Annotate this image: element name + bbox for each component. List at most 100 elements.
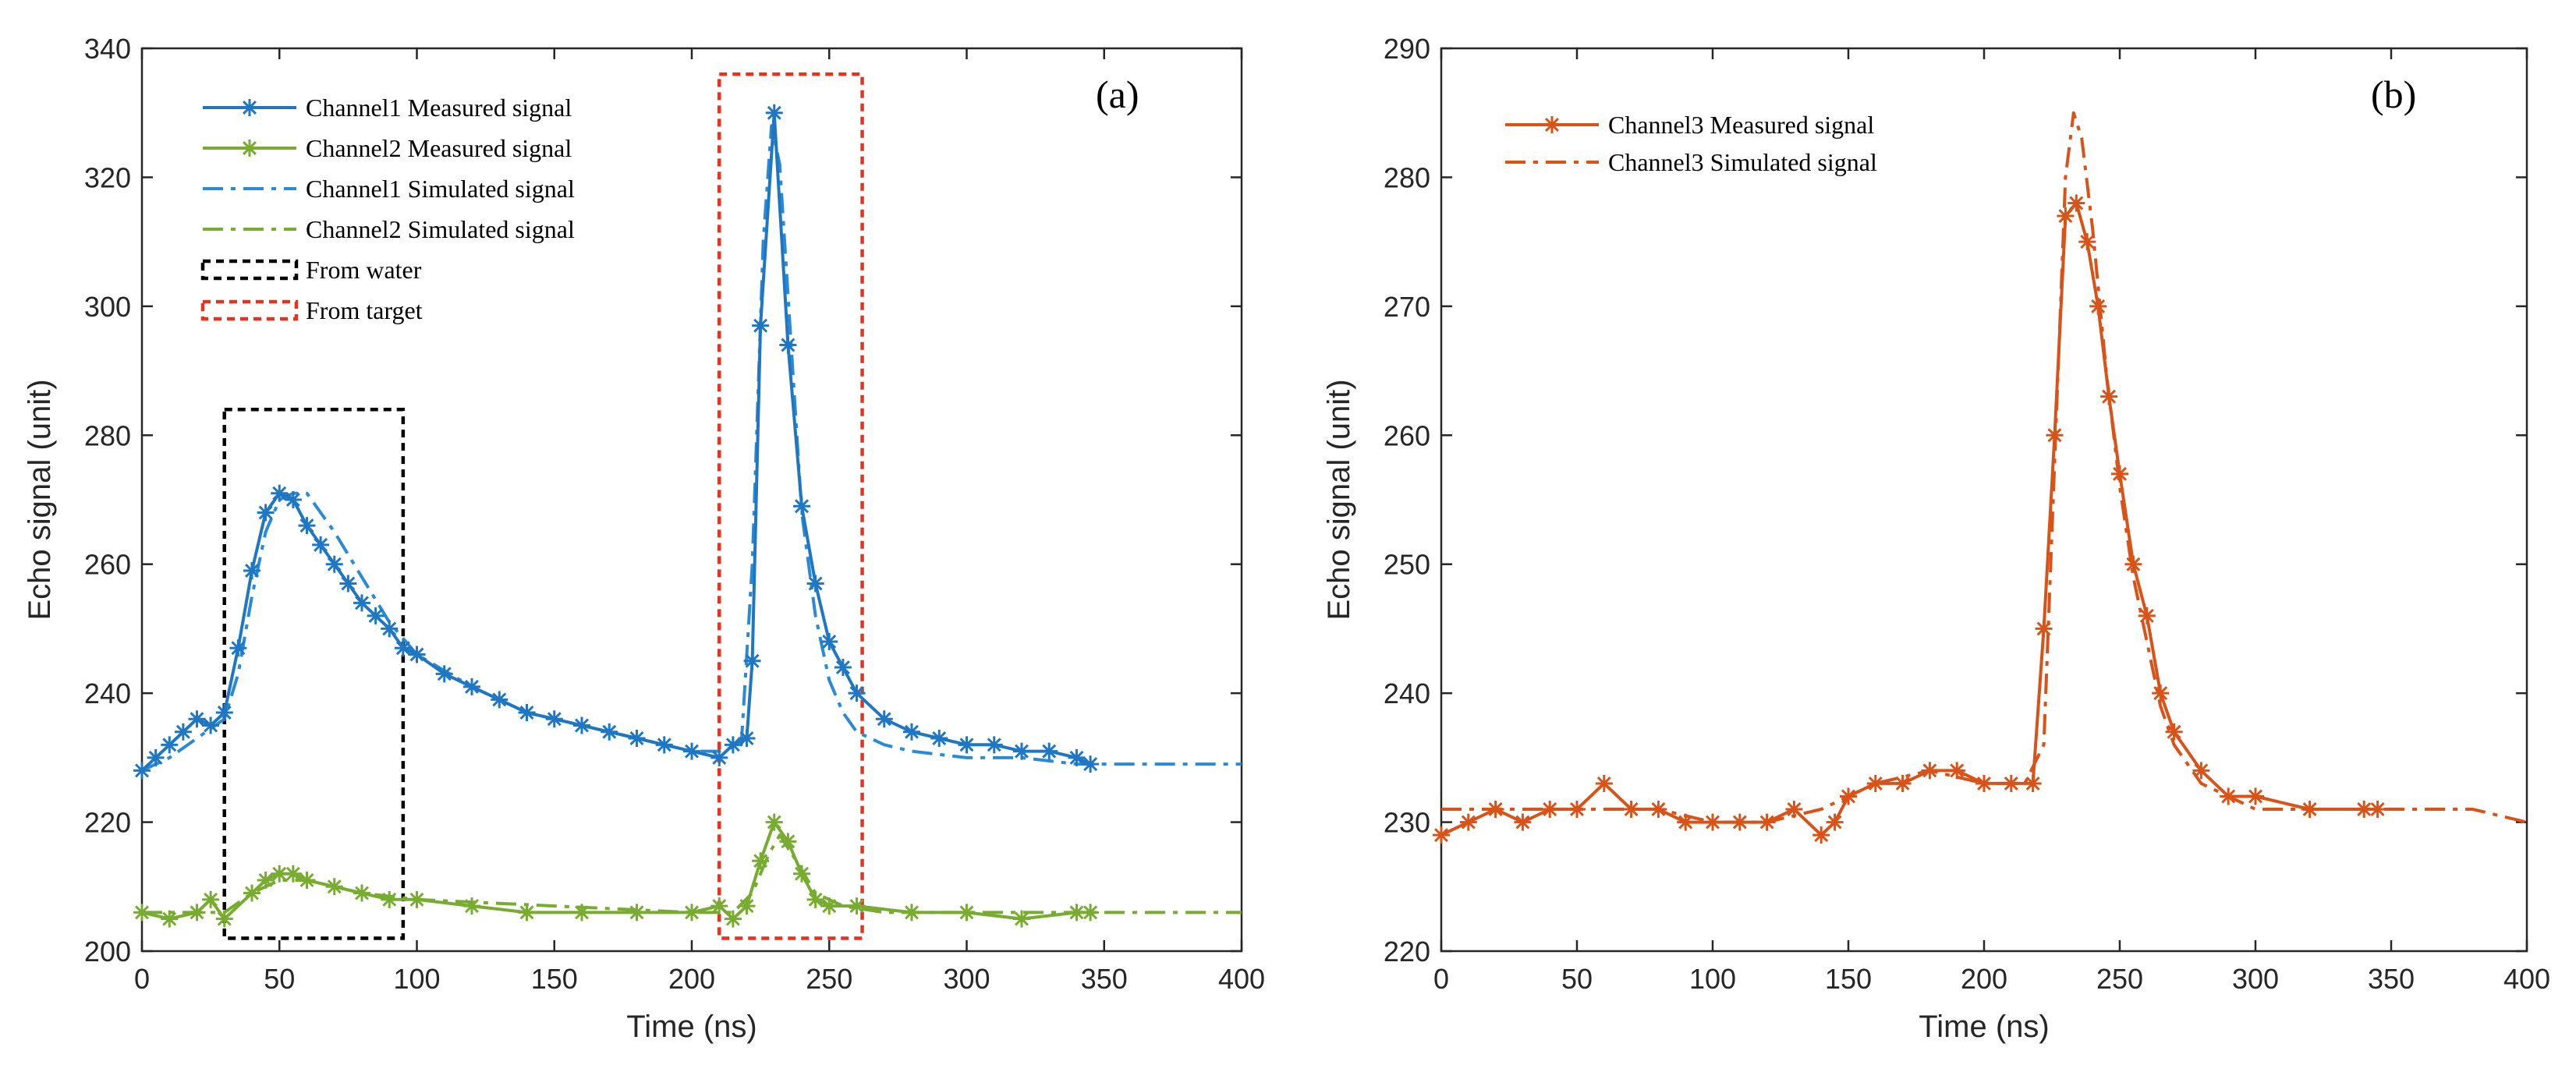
panel-a-series-line-0 xyxy=(140,111,1091,772)
panel-b-series-0-marker xyxy=(2089,297,2107,315)
panel-a-series-1-marker xyxy=(752,852,770,870)
panel-b-legend-label-0: Channel3 Measured signal xyxy=(1608,111,1874,139)
panel-b-x-tick-label: 250 xyxy=(2096,963,2143,995)
panel-b-series-0-marker xyxy=(1785,801,1803,819)
panel-b-series-0-marker xyxy=(2024,774,2042,792)
panel-a-series-1-marker xyxy=(188,904,206,922)
panel-b-y-tick-label: 270 xyxy=(1384,291,1430,323)
panel-a-series-1-marker xyxy=(325,878,343,896)
panel-a-series-1-marker xyxy=(903,904,920,922)
panel-a-series-1-marker xyxy=(284,865,302,883)
panel-a-y-axis-label: Echo signal (unit) xyxy=(23,379,57,620)
panel-a-legend-label-3: Channel2 Simulated signal xyxy=(306,215,575,243)
panel-a-series-0-marker xyxy=(1082,755,1100,773)
panel-a-series-0-marker xyxy=(683,742,700,760)
panel-b-x-tick-label: 100 xyxy=(1689,963,1736,995)
panel-b-series-0-marker xyxy=(2068,194,2085,212)
panel-b-series-0-marker xyxy=(2152,684,2170,702)
panel-a-x-axis-label: Time (ns) xyxy=(626,1010,757,1044)
panel-a-series-0-marker xyxy=(601,723,618,741)
panel-a-series-0-marker xyxy=(491,691,508,709)
panel-a-y-tick-label: 340 xyxy=(84,33,131,65)
panel-a-series-0-marker xyxy=(147,748,165,766)
panel-a-x-tick-label: 0 xyxy=(134,963,150,995)
panel-a-legend-label-5: From target xyxy=(306,296,423,324)
panel-a-series-0-marker xyxy=(848,684,866,702)
panel-a-series-0-marker xyxy=(298,517,316,535)
panel-b-series-0-marker xyxy=(2002,774,2020,792)
panel-a-x-tick-label: 350 xyxy=(1081,963,1128,995)
panel-a-series-0-marker xyxy=(903,723,920,741)
panel-a-series-1-marker xyxy=(215,910,233,928)
panel-a-legend-label-4: From water xyxy=(306,256,422,284)
panel-a-x-tick-label: 50 xyxy=(264,963,295,995)
panel-a-series-0-marker xyxy=(985,736,1003,754)
panel-a-series-1-marker xyxy=(202,890,220,908)
panel-a-series-0-marker xyxy=(1040,742,1058,760)
panel-a-series-0-marker xyxy=(161,736,179,754)
panel-b-series-0-marker xyxy=(2057,207,2075,225)
panel-a-series-0-marker xyxy=(188,710,206,728)
panel-a-series-0-marker xyxy=(215,703,233,721)
panel-b-x-tick-label: 0 xyxy=(1433,963,1449,995)
panel-a-legend-marker-1 xyxy=(241,140,258,157)
panel-b-series-0-marker xyxy=(1649,801,1667,819)
panel-b-series-0-marker xyxy=(2078,233,2096,251)
panel-b-series-0-marker xyxy=(2369,801,2386,819)
panel-b-series-0-marker xyxy=(2247,787,2264,805)
panel-a-series-line-3 xyxy=(142,833,1242,914)
panel-a-series-0-marker xyxy=(408,646,426,663)
panel-a-series-1-marker xyxy=(765,813,783,831)
panel-b-series-0-marker xyxy=(1568,801,1586,819)
panel-b-series-0-marker xyxy=(2138,607,2156,624)
panel-a-annotation-box-target xyxy=(718,72,864,940)
panel-b-y-tick-label: 290 xyxy=(1384,33,1430,65)
panel-a-series-1-marker xyxy=(271,865,289,883)
panel-a-series-1-marker xyxy=(298,872,316,890)
panel-a-series-0-marker xyxy=(738,730,756,748)
panel-a-legend-label-1: Channel2 Measured signal xyxy=(306,134,572,162)
panel-b-series-0-marker xyxy=(2355,801,2373,819)
panel-b-y-tick-label: 230 xyxy=(1384,807,1430,839)
panel-b-series-0-marker xyxy=(1826,813,1844,831)
panel-a-annotation-box-water xyxy=(222,407,406,940)
panel-b-label: (b) xyxy=(2371,73,2416,116)
panel-b-y-tick-label: 240 xyxy=(1384,677,1430,709)
panel-b-series-0-marker xyxy=(1866,774,1884,792)
panel-a-series-1-marker xyxy=(683,904,700,922)
panel-b-legend-marker-0 xyxy=(1543,116,1561,133)
panel-a-x-tick-label: 250 xyxy=(806,963,852,995)
panel-b-series-0-marker xyxy=(1433,826,1450,844)
panel-a-series-0-marker xyxy=(628,730,646,748)
panel-a-series-1-marker xyxy=(820,897,838,915)
panel-a-series-1-marker xyxy=(628,904,646,922)
panel-a-series-0-marker xyxy=(381,620,399,638)
panel-a-series-0-marker xyxy=(284,491,302,508)
panel-b-x-tick-label: 50 xyxy=(1561,963,1593,995)
panel-a-series-0-marker xyxy=(353,594,370,612)
panel-a-series-1-marker xyxy=(257,872,275,890)
panel-a-y-tick-label: 300 xyxy=(84,291,131,323)
panel-a-series-0-marker xyxy=(257,504,275,522)
panel-b-series-0-marker xyxy=(1921,762,1939,780)
panel-b-series-0-marker xyxy=(1459,813,1477,831)
panel-a-series-0-marker xyxy=(339,575,357,593)
panel-a-series-0-marker xyxy=(463,677,480,695)
panel-b-series-0-marker xyxy=(1514,813,1532,831)
panel-a-legend-label-2: Channel1 Simulated signal xyxy=(306,175,575,203)
panel-a-series-0-marker xyxy=(724,736,742,754)
panel-b-series-0-marker xyxy=(1486,801,1504,819)
panel-a-x-tick-label: 300 xyxy=(943,963,990,995)
panel-a-series-0-marker xyxy=(875,710,893,728)
panel-b-x-tick-label: 150 xyxy=(1825,963,1872,995)
panel-b-series-0-marker xyxy=(2165,723,2183,741)
panel-a-y-tick-label: 320 xyxy=(84,161,131,193)
panel-a-series-0-marker xyxy=(202,716,220,734)
panel-b-y-tick-label: 220 xyxy=(1384,936,1430,967)
panel-b-series-0-marker xyxy=(2124,555,2142,573)
panel-a-x-tick-label: 200 xyxy=(668,963,715,995)
panel-a-series-1-marker xyxy=(133,904,151,922)
panel-a-x-tick-label: 400 xyxy=(1218,963,1265,995)
panel-a-series-1-marker xyxy=(518,904,536,922)
